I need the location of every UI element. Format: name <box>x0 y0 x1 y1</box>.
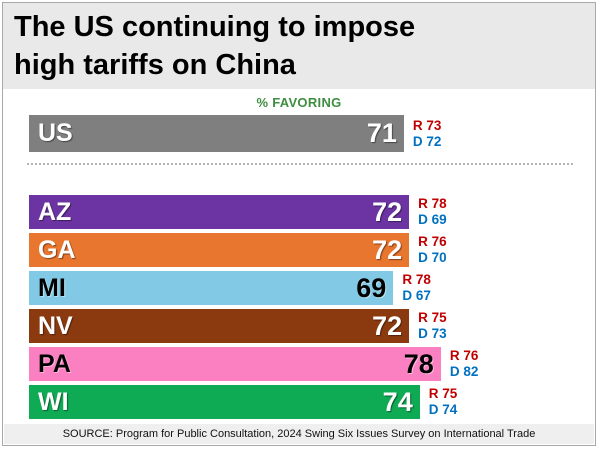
bar-category-label: MI <box>38 273 66 302</box>
democrat-value: D 73 <box>418 326 447 341</box>
republican-value: R 73 <box>412 117 442 133</box>
bar: MI 69 <box>29 271 394 305</box>
bar: NV 72 <box>29 309 410 343</box>
bar-value-label: 72 <box>372 234 403 265</box>
democrat-value: D 69 <box>418 212 447 227</box>
bar: PA 78 <box>29 347 441 381</box>
republican-value: R 75 <box>418 310 447 326</box>
bar-category-label: PA <box>38 349 71 378</box>
bar-value-label: 74 <box>382 386 413 417</box>
bar: GA 72 <box>29 233 410 267</box>
chart-frame: The US continuing to impose high tariffs… <box>2 2 596 446</box>
party-breakdown: R 78 D 67 <box>402 272 431 304</box>
chart-title-line-1: The US continuing to impose <box>14 11 416 43</box>
party-breakdown: R 76 D 82 <box>450 348 479 380</box>
bar-value-label: 72 <box>372 196 403 227</box>
bar-row: AZ 72 R 78 D 69 <box>29 195 595 229</box>
democrat-value: D 70 <box>418 250 447 265</box>
democrat-value: D 82 <box>449 364 479 379</box>
republican-value: R 75 <box>428 386 458 402</box>
republican-value: R 76 <box>418 234 447 250</box>
republican-value: R 78 <box>418 196 447 212</box>
chart-title: The US continuing to impose high tariffs… <box>3 3 595 89</box>
bar-row: MI 69 R 78 D 67 <box>29 271 595 305</box>
republican-value: R 78 <box>402 272 431 288</box>
democrat-value: D 74 <box>428 402 458 417</box>
bar-value-label: 78 <box>403 348 434 379</box>
bar: AZ 72 <box>29 195 410 229</box>
bar-value-label: 71 <box>366 118 397 148</box>
state-bar-group: AZ 72 R 78 D 69 GA 72 R 76 D 70 MI 69 R … <box>29 195 595 419</box>
bar-category-label: WI <box>38 387 69 416</box>
bar-row: GA 72 R 76 D 70 <box>29 233 595 267</box>
bar: WI 74 <box>29 385 420 419</box>
party-breakdown: R 78 D 69 <box>418 196 447 228</box>
party-breakdown: R 76 D 70 <box>418 234 447 266</box>
republican-value: R 76 <box>449 348 479 364</box>
bar-category-label: AZ <box>38 197 72 226</box>
party-breakdown: R 73 D 72 <box>413 118 442 150</box>
bar-row: PA 78 R 76 D 82 <box>29 347 595 381</box>
chart-title-line-2: high tariffs on China <box>14 49 296 82</box>
bar: US 71 <box>29 115 404 152</box>
value-axis-label: % FAVORING <box>256 95 342 110</box>
party-breakdown: R 75 D 73 <box>418 310 447 342</box>
bar-row: WI 74 R 75 D 74 <box>29 385 595 419</box>
source-note: SOURCE: Program for Public Consultation,… <box>4 424 594 444</box>
party-breakdown: R 75 D 74 <box>429 386 458 418</box>
separator-line <box>27 163 573 165</box>
national-bar-group: US 71 R 73 D 72 <box>29 115 595 152</box>
bar-value-label: 69 <box>356 272 387 303</box>
bar-category-label: NV <box>38 311 73 340</box>
bar-category-label: US <box>38 119 73 147</box>
democrat-value: D 72 <box>412 133 442 149</box>
democrat-value: D 67 <box>402 288 431 303</box>
bar-row: US 71 R 73 D 72 <box>29 115 595 152</box>
bar-value-label: 72 <box>372 310 403 341</box>
bar-row: NV 72 R 75 D 73 <box>29 309 595 343</box>
bar-category-label: GA <box>38 235 76 264</box>
